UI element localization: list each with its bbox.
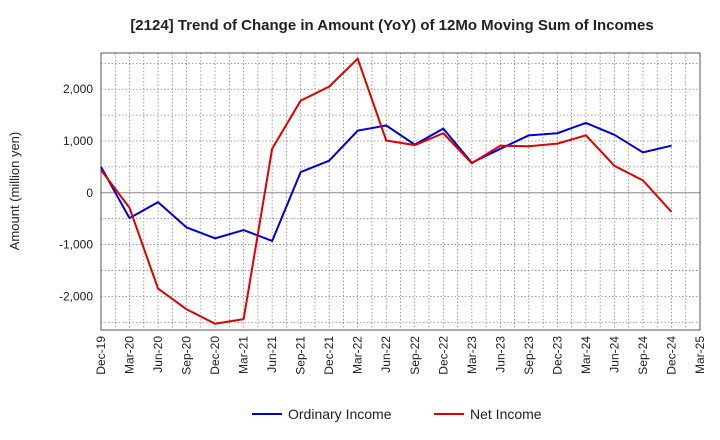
x-tick-label: Jun-21: [265, 336, 279, 373]
x-tick-label: Mar-24: [579, 336, 593, 374]
x-tick-label: Dec-23: [550, 336, 564, 375]
y-axis-label: Amount (million yen): [7, 132, 22, 251]
chart-title: [2124] Trend of Change in Amount (YoY) o…: [130, 17, 653, 34]
x-tick-label: Sep-22: [408, 336, 422, 375]
y-tick-label: -1,000: [59, 238, 93, 252]
plot-frame: [100, 52, 701, 331]
x-tick-label: Jun-23: [493, 336, 507, 373]
y-tick-label: 2,000: [63, 82, 93, 96]
x-tick-label: Jun-24: [607, 336, 621, 373]
x-tick-label: Dec-24: [664, 336, 678, 375]
legend-label-1: Net Income: [470, 406, 542, 422]
x-tick-label: Dec-21: [322, 336, 336, 375]
x-tick-label: Sep-23: [522, 336, 536, 375]
x-tick-label: Mar-21: [237, 336, 251, 374]
x-tick-label: Dec-22: [436, 336, 450, 375]
x-tick-label: Jun-22: [379, 336, 393, 373]
x-tick-label: Mar-25: [693, 336, 707, 374]
x-tick-label: Mar-23: [465, 336, 479, 374]
series-line-0: [100, 121, 672, 242]
x-tick-label: Sep-20: [180, 336, 194, 375]
x-tick-label: Mar-22: [351, 336, 365, 374]
x-tick-label: Sep-24: [636, 336, 650, 375]
x-tick-label: Mar-20: [123, 336, 137, 374]
x-tick-label: Jun-20: [151, 336, 165, 373]
series-line-1: [100, 57, 673, 325]
y-tick-label: -2,000: [59, 289, 93, 303]
x-tick-label: Dec-20: [208, 336, 222, 375]
legend-label-0: Ordinary Income: [288, 406, 392, 422]
y-tick-label: 0: [86, 186, 93, 200]
x-tick-label: Sep-21: [294, 336, 308, 375]
y-tick-label: 1,000: [63, 134, 93, 148]
x-tick-label: Dec-19: [94, 336, 108, 375]
